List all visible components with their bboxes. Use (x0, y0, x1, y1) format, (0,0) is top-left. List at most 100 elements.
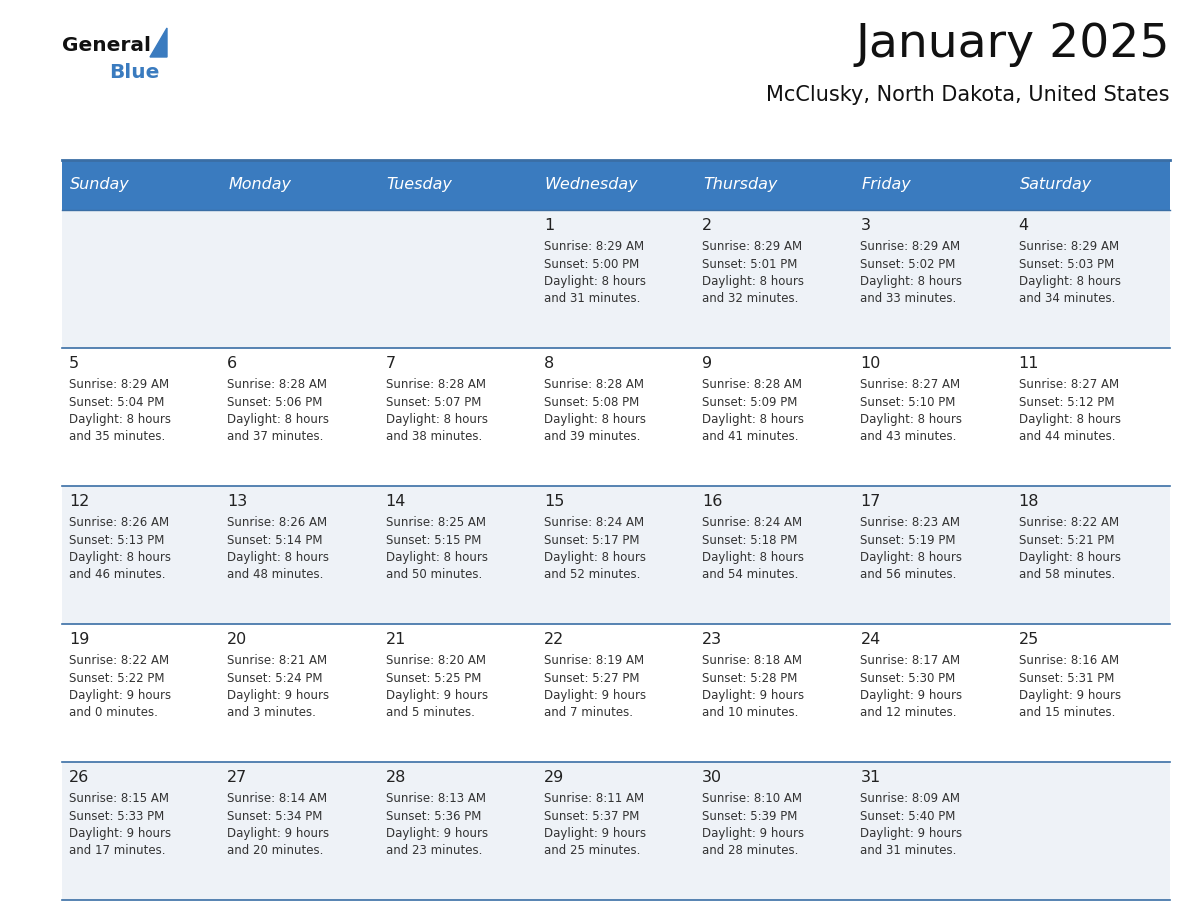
Bar (220, 348, 379, 486)
Text: 14: 14 (386, 494, 406, 509)
Text: Sunrise: 8:24 AM
Sunset: 5:17 PM
Daylight: 8 hours
and 52 minutes.: Sunrise: 8:24 AM Sunset: 5:17 PM Dayligh… (544, 516, 646, 581)
Text: Sunrise: 8:29 AM
Sunset: 5:04 PM
Daylight: 8 hours
and 35 minutes.: Sunrise: 8:29 AM Sunset: 5:04 PM Dayligh… (69, 378, 171, 443)
Bar (220, 160, 379, 210)
Bar (379, 160, 537, 210)
Bar (537, 160, 695, 210)
Text: Monday: Monday (228, 177, 291, 193)
Text: January 2025: January 2025 (855, 22, 1170, 67)
Text: Wednesday: Wednesday (545, 177, 638, 193)
Text: Sunrise: 8:28 AM
Sunset: 5:08 PM
Daylight: 8 hours
and 39 minutes.: Sunrise: 8:28 AM Sunset: 5:08 PM Dayligh… (544, 378, 646, 443)
Text: Sunrise: 8:27 AM
Sunset: 5:10 PM
Daylight: 8 hours
and 43 minutes.: Sunrise: 8:27 AM Sunset: 5:10 PM Dayligh… (860, 378, 962, 443)
Text: Sunrise: 8:29 AM
Sunset: 5:01 PM
Daylight: 8 hours
and 32 minutes.: Sunrise: 8:29 AM Sunset: 5:01 PM Dayligh… (702, 240, 804, 306)
Bar (1012, 486, 1170, 624)
Text: Sunrise: 8:15 AM
Sunset: 5:33 PM
Daylight: 9 hours
and 17 minutes.: Sunrise: 8:15 AM Sunset: 5:33 PM Dayligh… (69, 792, 171, 857)
Text: Thursday: Thursday (703, 177, 777, 193)
Text: Sunrise: 8:14 AM
Sunset: 5:34 PM
Daylight: 9 hours
and 20 minutes.: Sunrise: 8:14 AM Sunset: 5:34 PM Dayligh… (227, 792, 329, 857)
Text: Sunrise: 8:26 AM
Sunset: 5:13 PM
Daylight: 8 hours
and 46 minutes.: Sunrise: 8:26 AM Sunset: 5:13 PM Dayligh… (69, 516, 171, 581)
Text: Sunrise: 8:28 AM
Sunset: 5:06 PM
Daylight: 8 hours
and 37 minutes.: Sunrise: 8:28 AM Sunset: 5:06 PM Dayligh… (227, 378, 329, 443)
Text: Friday: Friday (861, 177, 911, 193)
Bar (62, 160, 220, 210)
Text: 8: 8 (544, 356, 554, 371)
Text: 17: 17 (860, 494, 880, 509)
Bar (853, 624, 1012, 762)
Bar (220, 762, 379, 900)
Text: 18: 18 (1019, 494, 1040, 509)
Polygon shape (150, 28, 168, 57)
Bar (695, 210, 853, 348)
Bar (62, 624, 220, 762)
Bar (853, 348, 1012, 486)
Text: 9: 9 (702, 356, 713, 371)
Text: McClusky, North Dakota, United States: McClusky, North Dakota, United States (766, 85, 1170, 105)
Text: 2: 2 (702, 218, 713, 233)
Bar (220, 486, 379, 624)
Bar (379, 348, 537, 486)
Text: Sunrise: 8:29 AM
Sunset: 5:03 PM
Daylight: 8 hours
and 34 minutes.: Sunrise: 8:29 AM Sunset: 5:03 PM Dayligh… (1019, 240, 1120, 306)
Bar (62, 486, 220, 624)
Text: 1: 1 (544, 218, 554, 233)
Text: Sunrise: 8:22 AM
Sunset: 5:21 PM
Daylight: 8 hours
and 58 minutes.: Sunrise: 8:22 AM Sunset: 5:21 PM Dayligh… (1019, 516, 1120, 581)
Text: 30: 30 (702, 770, 722, 785)
Text: Blue: Blue (109, 63, 159, 82)
Text: 31: 31 (860, 770, 880, 785)
Text: Sunrise: 8:13 AM
Sunset: 5:36 PM
Daylight: 9 hours
and 23 minutes.: Sunrise: 8:13 AM Sunset: 5:36 PM Dayligh… (386, 792, 488, 857)
Text: Sunrise: 8:20 AM
Sunset: 5:25 PM
Daylight: 9 hours
and 5 minutes.: Sunrise: 8:20 AM Sunset: 5:25 PM Dayligh… (386, 654, 488, 720)
Text: 12: 12 (69, 494, 89, 509)
Text: 25: 25 (1019, 632, 1040, 647)
Text: 26: 26 (69, 770, 89, 785)
Text: Sunrise: 8:24 AM
Sunset: 5:18 PM
Daylight: 8 hours
and 54 minutes.: Sunrise: 8:24 AM Sunset: 5:18 PM Dayligh… (702, 516, 804, 581)
Text: Sunrise: 8:09 AM
Sunset: 5:40 PM
Daylight: 9 hours
and 31 minutes.: Sunrise: 8:09 AM Sunset: 5:40 PM Dayligh… (860, 792, 962, 857)
Text: Sunrise: 8:29 AM
Sunset: 5:02 PM
Daylight: 8 hours
and 33 minutes.: Sunrise: 8:29 AM Sunset: 5:02 PM Dayligh… (860, 240, 962, 306)
Text: Sunrise: 8:26 AM
Sunset: 5:14 PM
Daylight: 8 hours
and 48 minutes.: Sunrise: 8:26 AM Sunset: 5:14 PM Dayligh… (227, 516, 329, 581)
Text: 23: 23 (702, 632, 722, 647)
Bar (695, 762, 853, 900)
Bar (220, 624, 379, 762)
Text: 20: 20 (227, 632, 247, 647)
Bar (220, 210, 379, 348)
Bar (537, 348, 695, 486)
Text: Sunday: Sunday (70, 177, 129, 193)
Text: Saturday: Saturday (1019, 177, 1092, 193)
Bar (695, 348, 853, 486)
Text: Sunrise: 8:10 AM
Sunset: 5:39 PM
Daylight: 9 hours
and 28 minutes.: Sunrise: 8:10 AM Sunset: 5:39 PM Dayligh… (702, 792, 804, 857)
Bar (537, 210, 695, 348)
Text: Sunrise: 8:11 AM
Sunset: 5:37 PM
Daylight: 9 hours
and 25 minutes.: Sunrise: 8:11 AM Sunset: 5:37 PM Dayligh… (544, 792, 646, 857)
Bar (695, 160, 853, 210)
Bar (537, 624, 695, 762)
Text: 24: 24 (860, 632, 880, 647)
Bar (62, 348, 220, 486)
Text: Sunrise: 8:27 AM
Sunset: 5:12 PM
Daylight: 8 hours
and 44 minutes.: Sunrise: 8:27 AM Sunset: 5:12 PM Dayligh… (1019, 378, 1120, 443)
Text: 11: 11 (1019, 356, 1040, 371)
Bar (1012, 348, 1170, 486)
Text: 16: 16 (702, 494, 722, 509)
Text: 21: 21 (386, 632, 406, 647)
Text: 29: 29 (544, 770, 564, 785)
Text: 7: 7 (386, 356, 396, 371)
Bar (1012, 762, 1170, 900)
Text: Sunrise: 8:23 AM
Sunset: 5:19 PM
Daylight: 8 hours
and 56 minutes.: Sunrise: 8:23 AM Sunset: 5:19 PM Dayligh… (860, 516, 962, 581)
Text: 19: 19 (69, 632, 89, 647)
Text: 28: 28 (386, 770, 406, 785)
Text: 13: 13 (227, 494, 247, 509)
Bar (695, 486, 853, 624)
Bar (537, 762, 695, 900)
Text: 5: 5 (69, 356, 80, 371)
Text: Sunrise: 8:19 AM
Sunset: 5:27 PM
Daylight: 9 hours
and 7 minutes.: Sunrise: 8:19 AM Sunset: 5:27 PM Dayligh… (544, 654, 646, 720)
Bar (1012, 210, 1170, 348)
Text: General: General (62, 36, 151, 55)
Text: Sunrise: 8:18 AM
Sunset: 5:28 PM
Daylight: 9 hours
and 10 minutes.: Sunrise: 8:18 AM Sunset: 5:28 PM Dayligh… (702, 654, 804, 720)
Text: Sunrise: 8:16 AM
Sunset: 5:31 PM
Daylight: 9 hours
and 15 minutes.: Sunrise: 8:16 AM Sunset: 5:31 PM Dayligh… (1019, 654, 1120, 720)
Bar (853, 160, 1012, 210)
Text: Sunrise: 8:21 AM
Sunset: 5:24 PM
Daylight: 9 hours
and 3 minutes.: Sunrise: 8:21 AM Sunset: 5:24 PM Dayligh… (227, 654, 329, 720)
Bar (379, 762, 537, 900)
Bar (853, 486, 1012, 624)
Text: Tuesday: Tuesday (386, 177, 453, 193)
Text: 10: 10 (860, 356, 880, 371)
Text: Sunrise: 8:28 AM
Sunset: 5:07 PM
Daylight: 8 hours
and 38 minutes.: Sunrise: 8:28 AM Sunset: 5:07 PM Dayligh… (386, 378, 487, 443)
Text: Sunrise: 8:17 AM
Sunset: 5:30 PM
Daylight: 9 hours
and 12 minutes.: Sunrise: 8:17 AM Sunset: 5:30 PM Dayligh… (860, 654, 962, 720)
Bar (62, 762, 220, 900)
Text: 15: 15 (544, 494, 564, 509)
Text: Sunrise: 8:22 AM
Sunset: 5:22 PM
Daylight: 9 hours
and 0 minutes.: Sunrise: 8:22 AM Sunset: 5:22 PM Dayligh… (69, 654, 171, 720)
Bar (1012, 160, 1170, 210)
Text: 27: 27 (227, 770, 247, 785)
